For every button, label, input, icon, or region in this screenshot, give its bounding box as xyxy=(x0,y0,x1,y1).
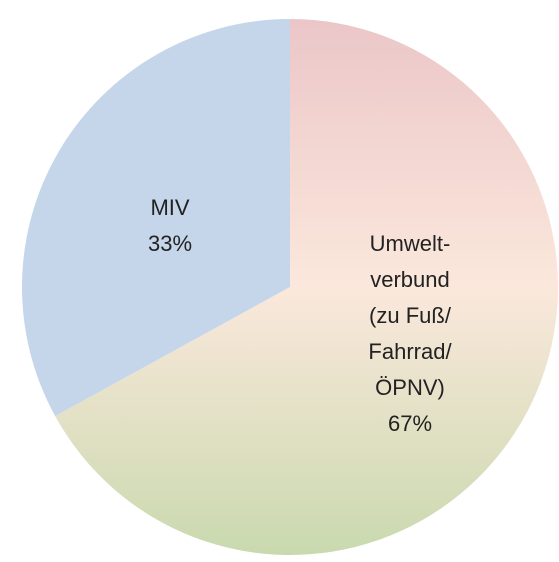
category-label: MIV xyxy=(150,195,189,220)
value-label: 33% xyxy=(148,231,192,256)
value-label: 67% xyxy=(388,411,432,436)
pie-slice xyxy=(55,19,559,556)
category-label: Umwelt-verbund (zu Fuß/Fahrrad/ÖPNV) xyxy=(368,231,452,400)
pie-slice xyxy=(22,19,290,417)
